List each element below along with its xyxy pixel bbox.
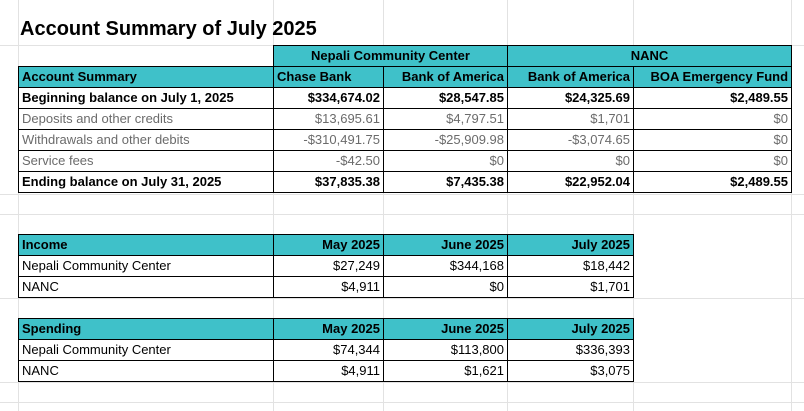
- table-row: Beginning balance on July 1, 2025 $334,6…: [18, 87, 793, 109]
- col-header-july[interactable]: July 2025: [507, 318, 634, 340]
- group-header-nanc[interactable]: NANC: [507, 45, 793, 67]
- cell-value[interactable]: -$25,909.98: [382, 129, 509, 151]
- cell-value[interactable]: $0: [633, 129, 793, 151]
- col-header-july[interactable]: July 2025: [507, 234, 634, 256]
- row-label[interactable]: Nepali Community Center: [18, 339, 274, 361]
- cell-value[interactable]: $2,489.55: [633, 171, 793, 193]
- cell-value[interactable]: $1,621: [383, 360, 508, 382]
- cell-value[interactable]: $4,911: [273, 360, 384, 382]
- cell-value[interactable]: -$310,491.75: [273, 129, 384, 151]
- table-row: Deposits and other credits $13,695.61 $4…: [18, 108, 793, 130]
- col-header-boa-nanc[interactable]: Bank of America: [507, 66, 635, 88]
- col-header-boa-emergency[interactable]: BOA Emergency Fund: [633, 66, 793, 88]
- income-header-row: Income May 2025 June 2025 July 2025: [18, 234, 634, 256]
- cell-value[interactable]: -$42.50: [273, 150, 384, 172]
- row-label[interactable]: Deposits and other credits: [18, 108, 274, 130]
- table-row: NANC $4,911 $1,621 $3,075: [18, 360, 634, 382]
- group-header-ncc[interactable]: Nepali Community Center: [272, 45, 509, 67]
- column-header-row: Account Summary Chase Bank Bank of Ameri…: [18, 66, 793, 88]
- cell-value[interactable]: $4,797.51: [382, 108, 509, 130]
- row-label[interactable]: NANC: [18, 360, 274, 382]
- cell-value[interactable]: $1,701: [507, 276, 634, 298]
- empty-cell[interactable]: [19, 46, 274, 67]
- col-header-spending[interactable]: Spending: [18, 318, 274, 340]
- spending-table: Spending May 2025 June 2025 July 2025 Ne…: [18, 318, 634, 382]
- cell-value[interactable]: $18,442: [507, 255, 634, 277]
- cell-value[interactable]: $336,393: [507, 339, 634, 361]
- row-label[interactable]: Service fees: [18, 150, 274, 172]
- col-header-june[interactable]: June 2025: [383, 234, 508, 256]
- cell-value[interactable]: $0: [507, 150, 635, 172]
- cell-value[interactable]: $13,695.61: [273, 108, 384, 130]
- cell-value[interactable]: $74,344: [273, 339, 384, 361]
- cell-value[interactable]: $1,701: [507, 108, 635, 130]
- table-row: Nepali Community Center $27,249 $344,168…: [18, 255, 634, 277]
- cell-value[interactable]: $24,325.69: [507, 87, 635, 109]
- col-header-boa-ncc[interactable]: Bank of America: [382, 66, 509, 88]
- cell-value[interactable]: $22,952.04: [507, 171, 635, 193]
- group-header-row: Nepali Community Center NANC: [19, 45, 793, 67]
- row-label[interactable]: NANC: [18, 276, 274, 298]
- cell-value[interactable]: $0: [382, 150, 509, 172]
- sheet-title: Account Summary of July 2025: [20, 18, 317, 40]
- income-table: Income May 2025 June 2025 July 2025 Nepa…: [18, 234, 634, 298]
- row-label[interactable]: Ending balance on July 31, 2025: [18, 171, 274, 193]
- table-row: Withdrawals and other debits -$310,491.7…: [18, 129, 793, 151]
- table-row: Ending balance on July 31, 2025 $37,835.…: [18, 171, 793, 193]
- col-header-may[interactable]: May 2025: [273, 234, 384, 256]
- table-row: NANC $4,911 $0 $1,701: [18, 276, 634, 298]
- cell-value[interactable]: $28,547.85: [382, 87, 509, 109]
- cell-value[interactable]: $27,249: [273, 255, 384, 277]
- cell-value[interactable]: $4,911: [273, 276, 384, 298]
- cell-value[interactable]: $37,835.38: [273, 171, 384, 193]
- cell-value[interactable]: $7,435.38: [382, 171, 509, 193]
- cell-value[interactable]: $344,168: [383, 255, 508, 277]
- table-row: Service fees -$42.50 $0 $0 $0: [18, 150, 793, 172]
- cell-value[interactable]: $0: [633, 108, 793, 130]
- cell-value[interactable]: -$3,074.65: [507, 129, 635, 151]
- col-header-june[interactable]: June 2025: [383, 318, 508, 340]
- cell-value[interactable]: $0: [383, 276, 508, 298]
- cell-value[interactable]: $3,075: [507, 360, 634, 382]
- account-summary-table: Nepali Community Center NANC Account Sum…: [18, 45, 793, 193]
- row-label[interactable]: Nepali Community Center: [18, 255, 274, 277]
- cell-value[interactable]: $2,489.55: [633, 87, 793, 109]
- col-header-account-summary[interactable]: Account Summary: [18, 66, 274, 88]
- cell-value[interactable]: $113,800: [383, 339, 508, 361]
- col-header-income[interactable]: Income: [18, 234, 274, 256]
- spending-header-row: Spending May 2025 June 2025 July 2025: [18, 318, 634, 340]
- row-label[interactable]: Beginning balance on July 1, 2025: [18, 87, 274, 109]
- cell-value[interactable]: $334,674.02: [273, 87, 384, 109]
- col-header-may[interactable]: May 2025: [273, 318, 384, 340]
- table-row: Nepali Community Center $74,344 $113,800…: [18, 339, 634, 361]
- col-header-chase[interactable]: Chase Bank: [273, 66, 384, 88]
- row-label[interactable]: Withdrawals and other debits: [18, 129, 274, 151]
- cell-value[interactable]: $0: [633, 150, 793, 172]
